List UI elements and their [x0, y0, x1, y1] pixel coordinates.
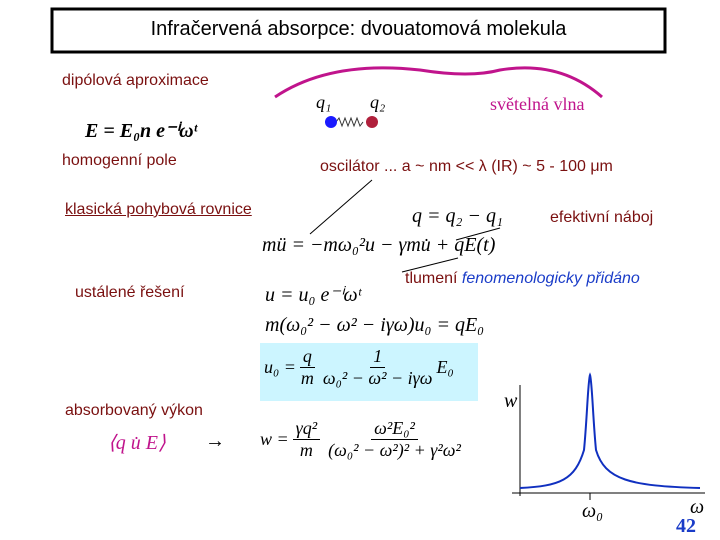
eq-part: 1 — [370, 346, 386, 368]
label: oscilátor ... a ~ nm << λ (IR) ~ 5 - 100… — [320, 158, 613, 175]
atom-2 — [366, 116, 378, 128]
atom-1 — [325, 116, 337, 128]
label: tlumení — [405, 270, 458, 287]
pointer — [309, 179, 373, 235]
charge-label: q₁ — [316, 92, 332, 112]
eq-part: E₀ — [436, 357, 454, 377]
solution-box — [260, 343, 478, 401]
light-wave — [274, 66, 603, 99]
equation: w = γq² m ω²E₀² (ω₀² − ω²)² + γ²ω² — [260, 418, 465, 461]
title: Infračervená absorpce: dvouatomová molek… — [150, 18, 567, 40]
page-number: 42 — [676, 515, 696, 537]
eq-part: (ω₀² − ω²)² + γ²ω² — [328, 440, 461, 460]
label: absorbovaný výkon — [65, 402, 203, 419]
fraction: ω²E₀² (ω₀² − ω²)² + γ²ω² — [328, 418, 461, 461]
eq-part: u₀ = — [264, 357, 296, 377]
equation: E = E₀n e⁻ⁱωᵗ — [85, 120, 198, 142]
eq-part: w = — [260, 429, 289, 449]
fraction: 1 ω₀² − ω² − iγω — [323, 346, 433, 389]
label: tlumení fenomenologicky přidáno — [405, 270, 640, 288]
spring — [335, 116, 364, 128]
equation: q = q₂ − q₁ — [412, 205, 503, 227]
plot-label: ω — [690, 496, 705, 518]
pointer — [401, 257, 459, 273]
eq-part: m — [299, 440, 313, 460]
label: homogenní pole — [62, 152, 177, 169]
plot-label: w — [504, 390, 518, 412]
arrow: → — [205, 430, 225, 452]
eq-part: ω²E₀² — [371, 418, 418, 440]
label: fenomenologicky přidáno — [461, 270, 640, 287]
equation: u = u₀ e⁻ⁱωᵗ — [265, 284, 361, 306]
label: efektivní náboj — [550, 209, 654, 226]
equation: m(ω₀² − ω² − iγω)u₀ = qE₀ — [265, 314, 485, 336]
eq-part: γq² — [292, 418, 321, 440]
equation: mü = −mω₀²u − γmu̇ + qE(t) — [262, 234, 496, 256]
fraction: γq² m — [292, 418, 321, 461]
label: klasická pohybová rovnice — [65, 201, 252, 218]
eq-part: q — [299, 346, 315, 368]
plot-label: ω₀ — [582, 500, 604, 522]
eq-part: ω₀² − ω² − iγω — [322, 368, 433, 388]
eq-part: m — [300, 368, 314, 388]
charge-label: q₂ — [370, 92, 386, 112]
label: ustálené řešení — [75, 284, 185, 301]
label: dipólová aproximace — [62, 72, 209, 89]
label: světelná vlna — [490, 94, 585, 114]
pointer — [455, 227, 501, 241]
title-frame — [50, 7, 667, 54]
equation: ⟨q u̇ E⟩ — [108, 432, 166, 454]
resonance-curve — [519, 372, 701, 489]
